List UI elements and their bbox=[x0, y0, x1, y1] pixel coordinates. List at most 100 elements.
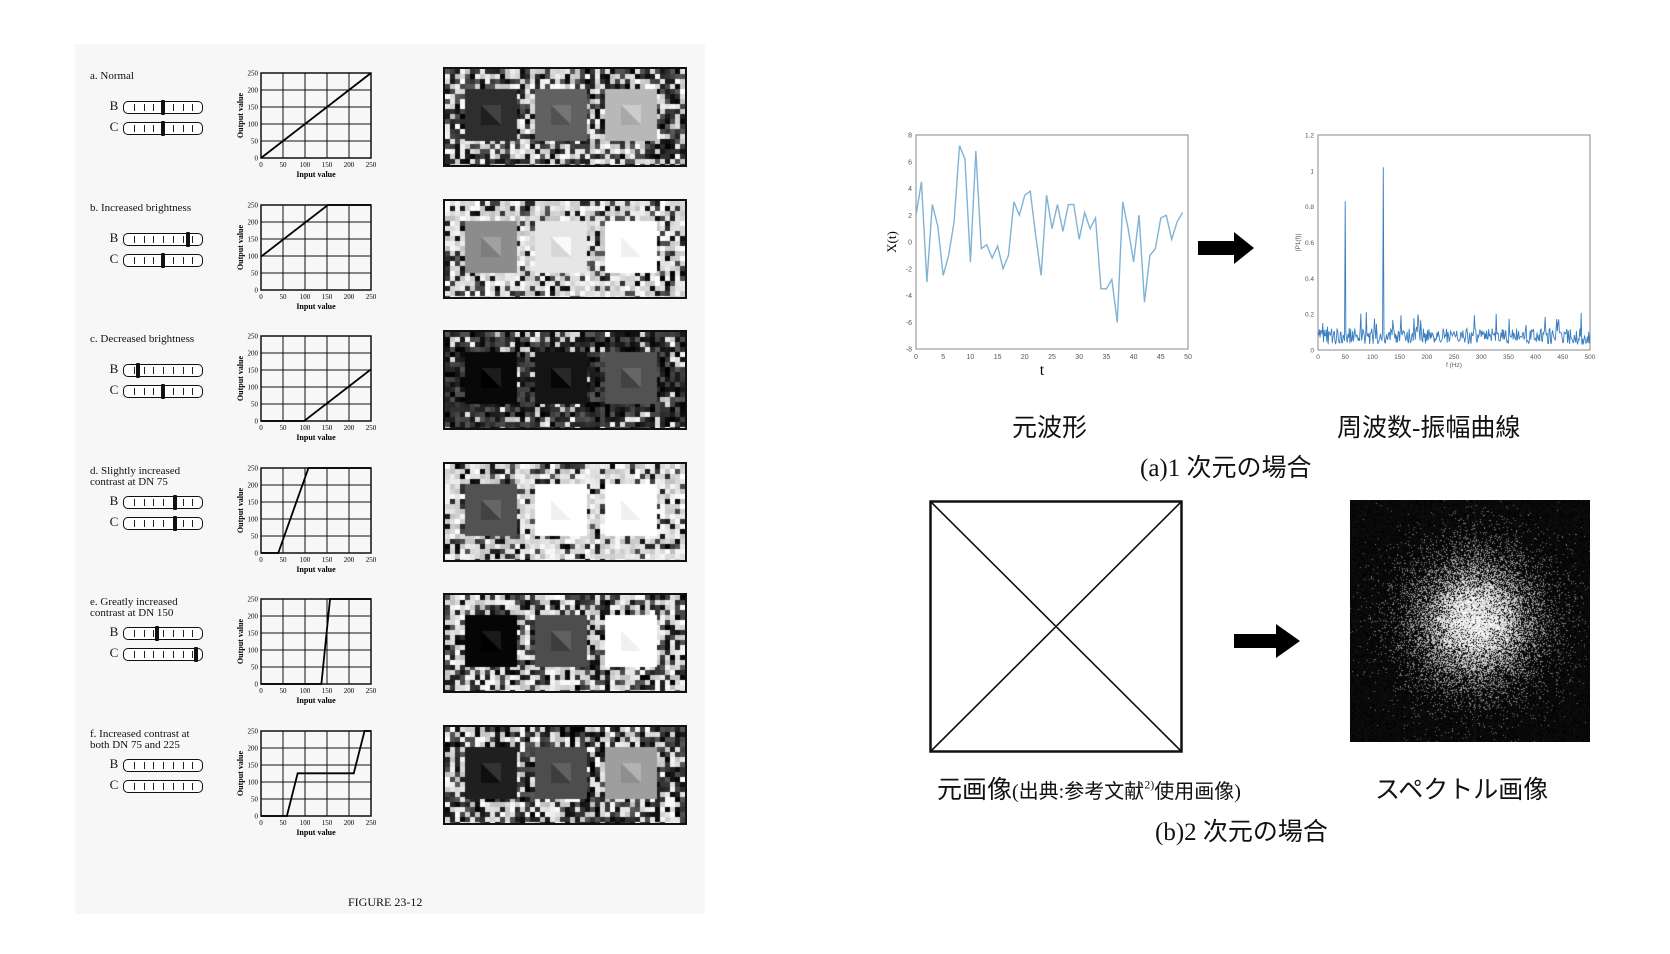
x-tick-label: 450 bbox=[1557, 354, 1568, 361]
x-tick-label: 100 bbox=[300, 424, 311, 432]
y-tick-label: 4 bbox=[908, 186, 912, 193]
transfer-graph: 00 50 50 100 100 150 150 200 200 250 250 Input valu… bbox=[236, 70, 377, 180]
spectrum-chart: 0 50 100 150 200 250 300 350 400 450 500 1.2 1 0.8 0.6… bbox=[1295, 133, 1596, 370]
x-tick-label: 350 bbox=[1503, 354, 1514, 361]
slider-track bbox=[123, 384, 203, 399]
x-axis-label: Input value bbox=[296, 696, 336, 705]
slider-tick bbox=[163, 651, 164, 658]
y-tick-label: 0 bbox=[908, 240, 912, 247]
original-image-diagram bbox=[929, 500, 1183, 753]
slider-tick bbox=[143, 761, 145, 769]
y-tick-label: 50 bbox=[251, 269, 259, 277]
slider-track bbox=[123, 515, 203, 531]
slider-tick bbox=[143, 519, 145, 527]
slider-tick bbox=[153, 235, 155, 243]
slider-tick bbox=[182, 256, 184, 264]
sample-image bbox=[443, 198, 687, 299]
slider-tick bbox=[153, 104, 155, 111]
y-tick-label: 0 bbox=[255, 418, 259, 426]
slider-track bbox=[123, 121, 203, 136]
x-tick-label: 50 bbox=[280, 687, 288, 695]
slider-knob bbox=[136, 363, 141, 378]
y-tick-label: 8 bbox=[908, 133, 912, 140]
sample-image bbox=[443, 724, 687, 825]
slider-tick bbox=[192, 388, 194, 395]
transfer-graph: 00 50 50 100 100 150 150 200 200 250 250 Input valu… bbox=[236, 596, 377, 706]
y-tick-label: 50 bbox=[251, 401, 259, 409]
slider-tick bbox=[163, 630, 164, 637]
y-tick-label: 150 bbox=[248, 761, 259, 769]
graph-frame bbox=[260, 466, 372, 554]
slider-tick bbox=[153, 256, 155, 264]
y-tick-label: 50 bbox=[251, 664, 259, 672]
slider-letter: B bbox=[109, 229, 119, 245]
y-tick-label: 2 bbox=[908, 213, 912, 220]
y-tick-label: 150 bbox=[248, 498, 259, 506]
x-tick-label: 20 bbox=[1021, 354, 1029, 361]
slider-tick bbox=[133, 498, 135, 506]
graph-grid bbox=[260, 598, 372, 685]
adjustment-row: f. Increased contrast at both DN 75 and … bbox=[75, 707, 705, 847]
slider-track bbox=[123, 779, 203, 793]
slider-letter: C bbox=[109, 382, 119, 397]
slider-tick bbox=[182, 125, 184, 132]
y-tick-label: 100 bbox=[248, 252, 259, 260]
sample-image-canvas bbox=[445, 595, 685, 691]
slider-track bbox=[123, 231, 203, 247]
y-axis-label: Output value bbox=[236, 355, 245, 401]
x-tick-label: 0 bbox=[259, 293, 263, 301]
slider-tick bbox=[163, 367, 164, 374]
adjustment-row: c. Decreased brightness B C 0 0 50 50 100 100 150… bbox=[75, 312, 705, 452]
x-tick-label: 50 bbox=[280, 556, 288, 564]
slider-tick bbox=[172, 651, 174, 658]
x-tick-label: 0 bbox=[914, 354, 918, 361]
y-tick-label: 100 bbox=[248, 515, 259, 523]
slider-tick bbox=[143, 256, 145, 264]
y-tick-label: 150 bbox=[248, 367, 259, 375]
transfer-graph: 00 50 50 100 100 150 150 200 200 250 250 Input valu… bbox=[236, 201, 377, 311]
slider-knob bbox=[193, 647, 198, 662]
y-tick-label: 0 bbox=[255, 812, 259, 820]
sample-image bbox=[443, 461, 687, 562]
x-tick-label: 0 bbox=[259, 556, 263, 564]
slider-tick bbox=[133, 630, 135, 637]
transfer-graph: 00 50 50 100 100 150 150 200 200 250 250 Input valu… bbox=[236, 464, 377, 574]
x-tick-label: 250 bbox=[366, 161, 377, 169]
slider-tick bbox=[143, 630, 145, 637]
slider-tick bbox=[133, 125, 135, 132]
slider-tick bbox=[153, 125, 155, 132]
graph-grid bbox=[260, 204, 372, 290]
slider-knob bbox=[161, 100, 165, 115]
x-axis-label: Input value bbox=[296, 828, 336, 837]
slider-tick bbox=[192, 630, 194, 637]
slider-tick bbox=[192, 367, 194, 374]
x-tick-label: 10 bbox=[967, 354, 975, 361]
slider-track bbox=[123, 758, 203, 772]
x-axis-label: f (Hz) bbox=[1446, 362, 1462, 369]
adjustment-row: d. Slightly increased contrast at DN 75 B… bbox=[75, 444, 705, 584]
x-tick-label: 0 bbox=[1316, 354, 1320, 361]
x-tick-label: 5 bbox=[941, 354, 945, 361]
y-tick-label: 50 bbox=[251, 532, 259, 540]
slider-tick bbox=[192, 235, 194, 243]
y-axis-label: Output value bbox=[236, 92, 245, 138]
y-tick-label: 0.4 bbox=[1305, 276, 1314, 283]
adjustment-row: e. Greatly increased contrast at DN 150 B… bbox=[75, 575, 705, 715]
x-tick-label: 15 bbox=[994, 354, 1002, 361]
slider-knob bbox=[172, 515, 177, 531]
x-tick-label: 150 bbox=[322, 556, 333, 564]
slider-tick bbox=[143, 498, 145, 506]
slider-tick bbox=[143, 388, 145, 395]
x-tick-label: 150 bbox=[322, 424, 333, 432]
y-tick-label: 250 bbox=[248, 201, 259, 209]
plot-frame bbox=[915, 134, 1189, 350]
slider-tick bbox=[192, 256, 194, 264]
figure-23-12-panel: a. Normal B C 0 0 50 50 100 100 150 150 200 200 250 25… bbox=[75, 44, 705, 914]
slider-tick bbox=[163, 498, 164, 506]
transfer-curve bbox=[261, 368, 372, 422]
x-tick-label: 100 bbox=[300, 556, 311, 564]
slider-tick bbox=[182, 630, 184, 637]
x-tick-label: 200 bbox=[344, 687, 355, 695]
y-tick-label: 0.2 bbox=[1305, 312, 1314, 319]
y-tick-label: 200 bbox=[248, 218, 259, 226]
